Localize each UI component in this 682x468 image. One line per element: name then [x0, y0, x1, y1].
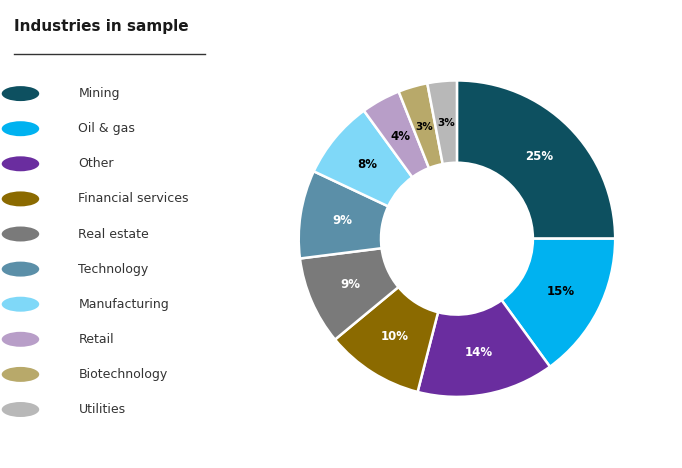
Wedge shape: [501, 239, 615, 367]
Wedge shape: [417, 300, 550, 397]
Text: Technology: Technology: [78, 263, 149, 276]
Wedge shape: [335, 287, 438, 392]
Text: Industries in sample: Industries in sample: [14, 19, 188, 34]
Text: Mining: Mining: [78, 87, 120, 100]
Text: 8%: 8%: [357, 158, 377, 171]
Text: 15%: 15%: [546, 285, 575, 298]
Text: 9%: 9%: [340, 278, 360, 292]
Text: Manufacturing: Manufacturing: [78, 298, 169, 311]
Text: Retail: Retail: [78, 333, 114, 346]
Text: 3%: 3%: [437, 118, 455, 128]
Text: Other: Other: [78, 157, 114, 170]
Text: 9%: 9%: [332, 214, 352, 227]
Text: Real estate: Real estate: [78, 227, 149, 241]
Wedge shape: [399, 83, 443, 168]
Text: Biotechnology: Biotechnology: [78, 368, 168, 381]
Text: Utilities: Utilities: [78, 403, 125, 416]
Text: Oil & gas: Oil & gas: [78, 122, 135, 135]
Wedge shape: [300, 248, 398, 340]
Text: 4%: 4%: [391, 130, 411, 143]
Text: 25%: 25%: [525, 150, 553, 163]
Wedge shape: [299, 171, 388, 258]
Wedge shape: [428, 80, 457, 164]
Wedge shape: [364, 92, 429, 177]
Text: Financial services: Financial services: [78, 192, 189, 205]
Wedge shape: [457, 80, 615, 239]
Text: 3%: 3%: [415, 122, 433, 132]
Wedge shape: [314, 110, 413, 206]
Text: 10%: 10%: [381, 330, 409, 344]
Text: 14%: 14%: [464, 346, 493, 359]
